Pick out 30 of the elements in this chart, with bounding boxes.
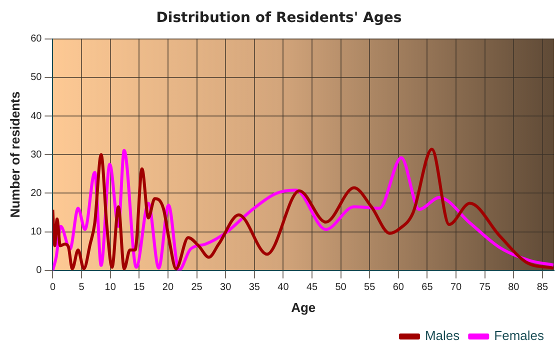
- x-tick-label: 40: [278, 282, 290, 294]
- x-tick-label: 65: [422, 282, 434, 294]
- x-tick-label: 85: [536, 282, 548, 294]
- x-tick-label: 60: [392, 282, 404, 294]
- y-tick-label: 20: [30, 188, 42, 199]
- x-axis-title: Age: [291, 300, 316, 315]
- x-tick-label: 5: [78, 282, 85, 294]
- x-tick-label: 75: [479, 282, 491, 294]
- x-tick-label: 35: [248, 282, 260, 294]
- y-tick-label: 10: [30, 226, 42, 238]
- x-tick-label: 0: [50, 282, 56, 294]
- y-axis-title: Number of residents: [7, 91, 22, 218]
- y-tick-label: 50: [30, 72, 42, 84]
- x-tick-label: 55: [364, 282, 376, 294]
- x-tick-label: 15: [134, 282, 146, 294]
- x-tick-label: 10: [104, 282, 116, 294]
- y-tick-label: 30: [30, 149, 42, 160]
- y-tick-label: 40: [30, 110, 42, 122]
- legend-label: Females: [494, 328, 544, 344]
- x-tick-label: 25: [191, 282, 203, 294]
- x-tick-label: 45: [306, 282, 318, 294]
- x-tick-label: 80: [508, 282, 520, 294]
- chart-title: Distribution of Residents' Ages: [156, 10, 402, 26]
- legend-label: Males: [424, 328, 460, 344]
- x-tick-label: 70: [450, 282, 462, 294]
- x-tick-label: 50: [335, 282, 347, 294]
- y-tick-label: 60: [30, 34, 42, 45]
- x-tick-label: 20: [162, 282, 174, 294]
- x-tick-label: 30: [220, 282, 232, 294]
- y-tick-label: 0: [36, 265, 42, 276]
